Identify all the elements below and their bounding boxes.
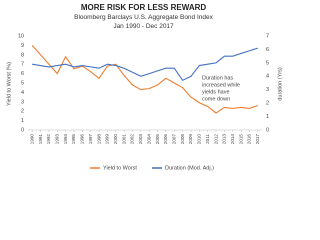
y2-tick-label: 4 — [266, 74, 269, 80]
x-tick-label: 1995 — [71, 134, 76, 145]
x-tick-label: 2002 — [130, 134, 135, 145]
chart: MORE RISK FOR LESS REWARD Bloomberg Barc… — [6, 3, 283, 171]
y2-tick-label: 3 — [266, 87, 269, 93]
x-tick-label: 1992 — [46, 134, 51, 145]
y-tick-label: 8 — [21, 52, 24, 58]
x-tick-label: 2011 — [205, 134, 210, 144]
x-tick-label: 1990 — [29, 134, 34, 145]
legend-label: Yield to Worst — [103, 165, 137, 171]
x-tick-label: 1994 — [63, 134, 68, 145]
y-axis-label: Yield to Worst (%) — [6, 62, 12, 106]
x-tick-label: 2000 — [113, 134, 118, 145]
x-tick-label: 2008 — [180, 134, 185, 145]
chart-title: MORE RISK FOR LESS REWARD — [81, 3, 207, 12]
y2-tick-label: 7 — [266, 33, 269, 39]
series-line — [32, 47, 258, 82]
y-tick-label: 4 — [21, 90, 24, 96]
x-tick-label: 2003 — [138, 134, 143, 145]
x-tick-label: 2004 — [146, 134, 151, 145]
date-range: Jan 1990 - Dec 2017 — [113, 23, 174, 30]
x-tick-label: 2006 — [163, 134, 168, 145]
annotation: increased while — [202, 82, 240, 88]
y-tick-label: 7 — [21, 62, 24, 68]
y2-axis-label: duration (Yrs) — [277, 67, 283, 100]
annotation: yields have — [202, 89, 230, 95]
y-tick-label: 3 — [21, 99, 24, 105]
y2-tick-label: 2 — [266, 101, 269, 107]
y2-tick-label: 5 — [266, 60, 269, 66]
y-tick-label: 1 — [21, 118, 24, 124]
x-tick-label: 2009 — [188, 134, 193, 145]
x-tick-label: 1998 — [96, 134, 101, 145]
x-tick-label: 2016 — [247, 134, 252, 145]
chart-subtitle: Bloomberg Barclays U.S. Aggregate Bond I… — [74, 14, 213, 21]
x-tick-label: 2012 — [213, 134, 218, 145]
y-tick-label: 2 — [21, 109, 24, 115]
x-tick-label: 2014 — [230, 134, 235, 145]
x-tick-label: 1996 — [80, 134, 85, 145]
legend-label: Duration (Mod. Adj.) — [165, 165, 214, 171]
x-tick-label: 1999 — [105, 134, 110, 145]
x-tick-label: 2001 — [121, 134, 126, 145]
annotation: come down — [202, 96, 230, 102]
x-tick-label: 2010 — [197, 134, 202, 145]
y2-tick-label: 6 — [266, 47, 269, 53]
x-tick-label: 1997 — [88, 134, 93, 145]
annotation: Duration has — [202, 75, 233, 81]
y2-tick-label: 0 — [266, 127, 269, 133]
x-tick-label: 2005 — [155, 134, 160, 145]
x-tick-label: 2013 — [222, 134, 227, 145]
x-tick-label: 2017 — [255, 134, 260, 145]
y-tick-label: 9 — [21, 43, 24, 49]
y-tick-label: 10 — [18, 33, 24, 39]
x-tick-label: 1991 — [38, 134, 43, 145]
y2-tick-label: 1 — [266, 114, 269, 120]
x-tick-label: 2007 — [171, 134, 176, 145]
y-tick-label: 5 — [21, 80, 24, 86]
y-tick-label: 0 — [21, 127, 24, 133]
x-tick-label: 2015 — [238, 134, 243, 145]
y-tick-label: 6 — [21, 71, 24, 77]
series-line — [31, 45, 258, 114]
x-tick-label: 1993 — [54, 134, 59, 145]
